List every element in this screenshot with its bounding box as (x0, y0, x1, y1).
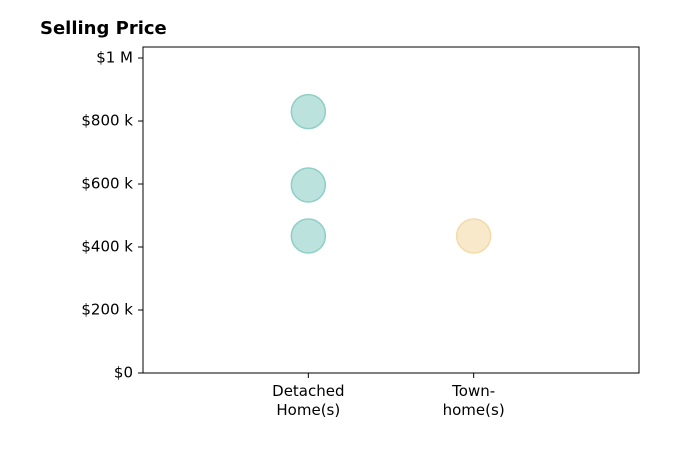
plot-frame (142, 46, 640, 374)
point (290, 218, 327, 254)
point (290, 93, 327, 130)
x-tick-label: Town- home(s) (442, 382, 505, 419)
y-tick-label: $400 k (81, 238, 133, 256)
point (455, 218, 492, 254)
y-tick-label: $200 k (81, 301, 133, 319)
y-tick-label: $1 M (96, 49, 133, 67)
chart-title: Selling Price (40, 18, 167, 39)
y-tick-label: $600 k (81, 175, 133, 193)
point (290, 167, 327, 203)
y-tick-label: $0 (114, 364, 133, 382)
y-tick-label: $800 k (81, 112, 133, 130)
x-tick-label: Detached Home(s) (272, 382, 345, 419)
